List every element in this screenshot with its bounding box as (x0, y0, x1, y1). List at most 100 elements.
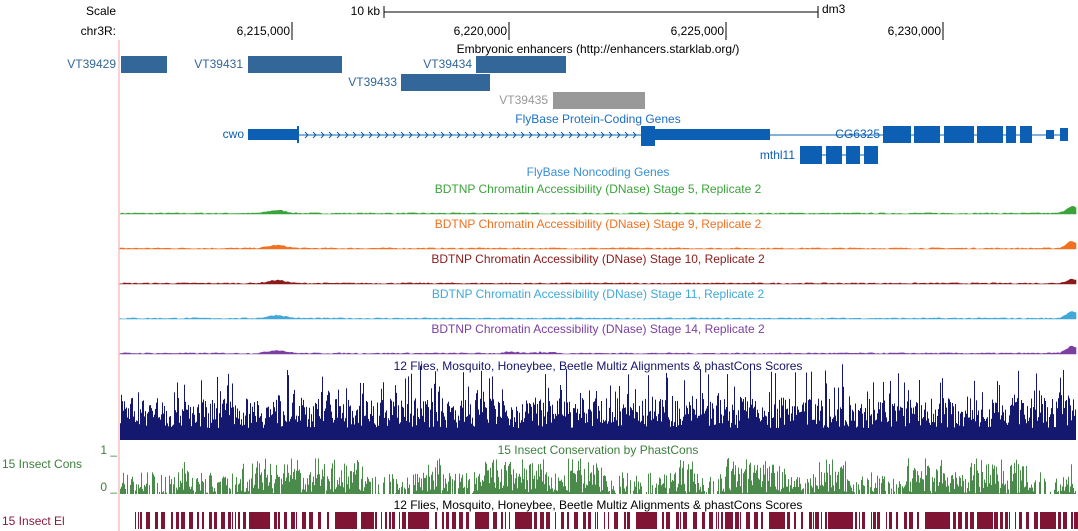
bar (183, 489, 184, 494)
bar (509, 463, 510, 494)
bar (159, 417, 160, 440)
bar (566, 490, 567, 494)
bar (1055, 482, 1056, 494)
bar (848, 426, 849, 440)
bar (1007, 480, 1008, 494)
bar (769, 466, 770, 494)
bar (120, 423, 121, 440)
bar (1058, 491, 1059, 494)
bar (365, 415, 366, 440)
bar (773, 464, 774, 494)
bar (202, 402, 203, 440)
bar (665, 487, 666, 494)
bar (794, 406, 795, 440)
bar (392, 415, 393, 440)
bar (733, 410, 734, 440)
bar (248, 427, 249, 440)
bar (951, 414, 952, 440)
track-title: BDTNP Chromatin Accessibility (DNase) St… (435, 182, 762, 196)
bar (832, 418, 833, 440)
chevron (320, 131, 325, 139)
bar (963, 480, 964, 494)
bar (919, 482, 920, 494)
bar (734, 474, 735, 494)
bar (662, 399, 663, 440)
bar (736, 487, 737, 494)
bar (267, 474, 268, 494)
bar (758, 413, 759, 440)
bar (631, 408, 632, 440)
bar (554, 489, 555, 494)
bar (528, 413, 529, 440)
bar (493, 399, 494, 440)
bar (430, 489, 431, 494)
bar (893, 406, 894, 440)
element (735, 512, 739, 529)
bar (140, 486, 141, 494)
bar (598, 470, 599, 494)
bar (369, 421, 370, 440)
bar (358, 461, 359, 494)
bar (517, 410, 518, 440)
bar (227, 478, 228, 494)
bar (636, 475, 637, 494)
bar (242, 468, 243, 494)
bar (752, 398, 753, 440)
element (249, 512, 270, 529)
bar (969, 417, 970, 440)
chevron (384, 131, 389, 139)
bar (544, 416, 545, 440)
bar (648, 375, 649, 440)
bar (1042, 404, 1043, 440)
bar (876, 487, 877, 494)
bar (383, 382, 384, 440)
bar (772, 464, 773, 494)
bar (746, 459, 747, 494)
bar (700, 369, 701, 440)
bar (178, 398, 179, 440)
bar (476, 477, 477, 494)
bar (304, 489, 305, 494)
bar (587, 422, 588, 440)
bar (962, 411, 963, 440)
bar (207, 427, 208, 440)
bar (362, 466, 363, 494)
bar (240, 479, 241, 494)
element (1071, 512, 1073, 529)
bar (392, 474, 393, 494)
bar (862, 476, 863, 494)
bar (1046, 421, 1047, 440)
bar (134, 411, 135, 440)
bar (706, 492, 707, 494)
bar (586, 413, 587, 440)
bar (122, 401, 123, 440)
bar (590, 409, 591, 440)
element (243, 512, 246, 529)
bar (606, 398, 607, 440)
bar (197, 478, 198, 494)
element (515, 512, 532, 529)
bar (136, 484, 137, 494)
bar (266, 407, 267, 440)
bar (765, 461, 766, 494)
bar (384, 477, 385, 494)
bar (210, 472, 211, 494)
bar (1008, 422, 1009, 440)
bar (947, 427, 948, 440)
bar (462, 407, 463, 440)
bar (667, 377, 668, 440)
bar (145, 411, 146, 440)
bar (612, 489, 613, 494)
element (155, 512, 158, 529)
bar (787, 408, 788, 440)
bar (312, 482, 313, 494)
bar (693, 481, 694, 494)
bar (286, 477, 287, 494)
bar (598, 406, 599, 440)
bar (996, 402, 997, 440)
bar (217, 482, 218, 494)
bar (214, 403, 215, 440)
bar (980, 422, 981, 440)
track-title: FlyBase Protein-Coding Genes (515, 112, 680, 126)
bar (132, 476, 133, 494)
